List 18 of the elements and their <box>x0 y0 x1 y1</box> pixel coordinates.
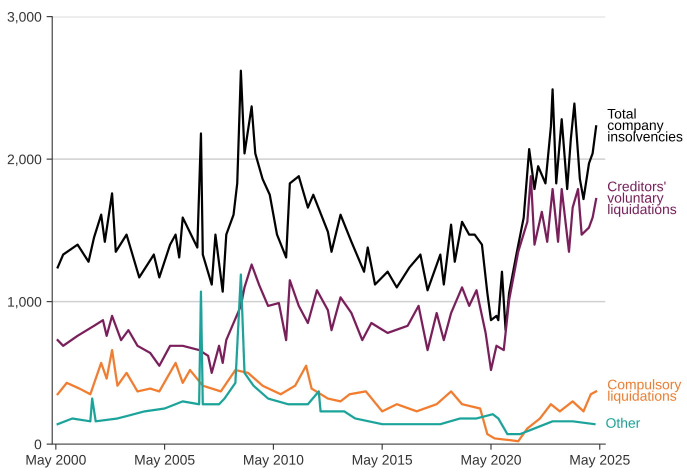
series-label: Compulsory liquidations <box>608 379 682 404</box>
line-series <box>56 273 596 436</box>
y-tick-label: 3,000 <box>8 12 42 24</box>
series-label: Creditors' voluntary liquidations <box>607 181 676 217</box>
series-label: Other <box>606 418 640 428</box>
x-tick-label: May 2010 <box>244 454 304 468</box>
y-tick-label: 2,000 <box>8 154 42 166</box>
series-label: Total company insolvencies <box>608 108 682 142</box>
x-tick-label: May 2005 <box>135 454 195 468</box>
line-series <box>56 175 598 374</box>
x-tick-label: May 2025 <box>570 454 630 468</box>
x-tick-label: May 2000 <box>26 454 86 468</box>
line-series <box>56 348 598 442</box>
x-tick-label: May 2015 <box>352 454 412 468</box>
y-tick-label: 1,000 <box>8 296 42 308</box>
x-tick-label: May 2020 <box>462 454 521 468</box>
line-series <box>56 70 598 332</box>
y-tick-label: 0 <box>34 439 42 450</box>
